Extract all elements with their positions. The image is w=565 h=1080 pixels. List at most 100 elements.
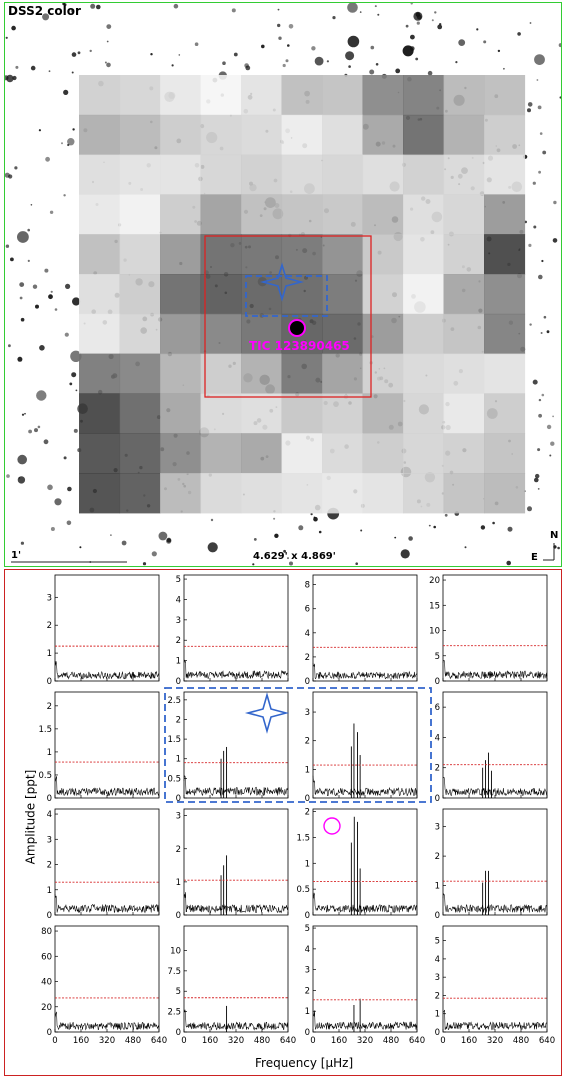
tess-pixel — [403, 274, 445, 315]
star-dot — [395, 68, 401, 74]
star-dot — [70, 9, 75, 13]
star-dot — [553, 200, 557, 205]
tess-pixel — [119, 313, 161, 355]
x-tick-label: 640 — [539, 1036, 555, 1046]
y-tick-label: 10 — [429, 627, 440, 637]
tess-pixel — [281, 393, 323, 434]
star-dot — [480, 525, 486, 530]
tess-pixel — [484, 154, 526, 195]
star-dot — [89, 49, 92, 53]
star-dot — [121, 540, 127, 546]
y-tick-label: 1 — [176, 878, 181, 888]
star-dot — [546, 330, 550, 334]
star-dot — [375, 63, 379, 66]
star-dot — [538, 274, 543, 280]
subplot-frame — [312, 691, 418, 799]
star-dot — [394, 536, 397, 539]
star-dot — [62, 3, 66, 6]
y-tick-label: 5 — [435, 937, 440, 947]
y-tick-label: 6 — [305, 605, 310, 615]
target-marker-icon — [323, 817, 341, 835]
tess-pixel — [362, 194, 404, 235]
y-tick-label: 2 — [435, 991, 440, 1001]
x-axis-title: Frequency [μHz] — [255, 1056, 354, 1070]
periodogram-subplot: 0 1 2 3 4 5 0 160 320 480 640 — [305, 924, 426, 1046]
y-tick-label: 0 — [305, 794, 310, 804]
tess-pixel — [322, 274, 364, 315]
star-dot — [318, 530, 322, 534]
x-tick-label: 160 — [202, 1036, 218, 1046]
subplot-frame — [442, 691, 548, 799]
sky-image-panel: DSS2 color TIC 123890465 1' 4.629' x 4.8… — [4, 2, 562, 567]
star-dot — [347, 35, 360, 48]
tess-pixel — [160, 393, 202, 434]
tess-pixel — [403, 154, 445, 195]
star-dot — [311, 46, 316, 51]
star-dot — [63, 456, 67, 460]
y-tick-label: 2 — [305, 808, 310, 818]
compass-north-label: N — [550, 530, 559, 541]
x-tick-label: 160 — [73, 1036, 89, 1046]
star-dot — [492, 521, 495, 525]
y-tick-label: 20 — [41, 1003, 52, 1013]
star-dot — [166, 538, 172, 544]
subplot-frame — [54, 808, 160, 916]
star-dot — [37, 425, 41, 429]
star-dot — [534, 54, 545, 65]
star-dot — [38, 129, 42, 132]
spectrum-line — [312, 775, 418, 797]
star-dot — [428, 524, 431, 527]
y-tick-label: 2.5 — [167, 1008, 181, 1018]
y-tick-label: 4 — [47, 810, 52, 820]
star-dot — [244, 63, 249, 68]
tess-pixel — [79, 234, 121, 275]
tess-pixel — [362, 154, 404, 195]
x-tick-label: 0 — [310, 1036, 315, 1046]
star-dot — [558, 43, 561, 48]
star-dot — [360, 529, 363, 532]
y-tick-label: 0 — [47, 794, 52, 804]
y-tick-label: 0 — [435, 794, 440, 804]
star-dot — [540, 332, 543, 334]
y-tick-label: 5 — [176, 987, 181, 997]
star-dot — [207, 542, 218, 553]
y-tick-label: 0 — [435, 911, 440, 921]
star-dot — [222, 61, 226, 65]
tess-pixel — [79, 75, 121, 116]
x-tick-label: 640 — [409, 1036, 425, 1046]
tess-pixel — [241, 234, 283, 275]
tess-pixel — [79, 473, 121, 514]
star-dot — [476, 28, 479, 31]
periodogram-subplot: 0 2 4 6 — [435, 691, 548, 804]
star-dot — [536, 79, 539, 81]
tess-pixel — [160, 313, 202, 355]
tess-pixel — [200, 473, 242, 514]
tess-pixel — [79, 194, 121, 235]
star-dot — [178, 54, 181, 56]
tess-pixel — [119, 154, 161, 195]
star-dot — [71, 71, 74, 74]
star-dot — [17, 454, 27, 465]
periodogram-subplot: 0 0.5 1 1.5 2 — [296, 808, 418, 921]
tess-pixel — [443, 473, 485, 514]
star-dot — [5, 244, 10, 248]
subplot-frame — [54, 925, 160, 1033]
spectrum-line — [442, 892, 548, 913]
star-dot — [529, 22, 532, 24]
subplot-frame — [183, 691, 289, 799]
star-dot — [96, 4, 101, 10]
star-dot — [17, 356, 23, 362]
tess-pixel — [362, 473, 404, 514]
tess-pixel — [362, 234, 404, 275]
star-dot — [35, 304, 39, 309]
y-tick-label: 80 — [41, 927, 52, 937]
spectrum-line — [442, 659, 548, 680]
spectrum-line — [54, 776, 160, 797]
y-tick-label: 3 — [47, 593, 52, 603]
x-tick-label: 640 — [280, 1036, 296, 1046]
star-dot — [19, 282, 25, 287]
tess-pixel — [241, 194, 283, 235]
tess-pixel — [322, 194, 364, 235]
tess-pixel — [79, 114, 121, 156]
star-dot — [11, 25, 16, 31]
